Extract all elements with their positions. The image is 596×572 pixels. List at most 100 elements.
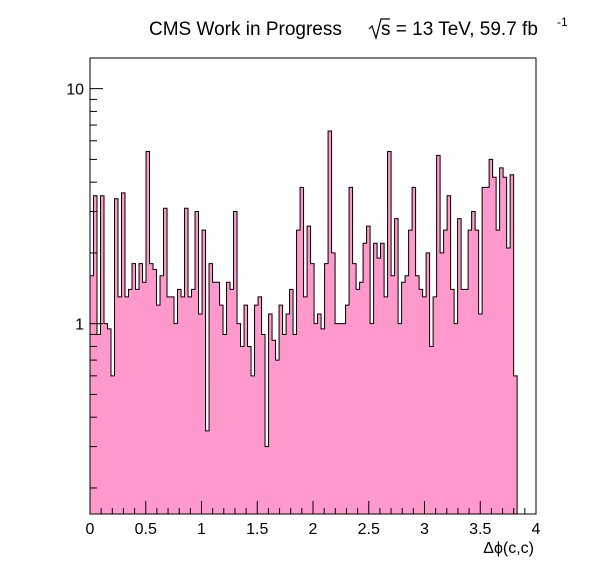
histogram-bin [212,282,217,514]
x-axis-label: Δϕ(c,c) [483,540,534,557]
histogram-bin [314,323,318,514]
y-tick-label: 10 [66,82,84,99]
histogram-bin [475,230,479,515]
histogram-bin [391,275,395,514]
x-tick-label: 3 [420,521,429,538]
histogram-bin [384,296,388,514]
histogram-bin [373,243,378,514]
histogram-bin [485,187,490,514]
histogram-bin [247,346,252,514]
histogram-bin [160,275,164,514]
histogram-bin [174,323,178,514]
x-tick-label: 1.5 [246,521,268,538]
histogram-bin [461,289,465,514]
histogram-bin [149,263,154,514]
histogram-bin [289,289,294,514]
histogram-bin [324,263,329,514]
histogram-bin [202,230,206,515]
histogram-bin [496,230,500,515]
histogram-bin [146,151,150,514]
histogram-bin [226,282,231,514]
histogram-bin [415,275,420,514]
histogram-bin [181,296,185,514]
histogram-bin [128,289,133,514]
histogram-bin [394,218,399,514]
histogram-bin [296,230,301,515]
histogram-bin [349,187,353,514]
histogram-bin [380,243,385,514]
histogram-bin [426,252,430,514]
histogram-bin [100,195,105,514]
histogram-bin [230,289,234,514]
histogram-bin [177,289,182,514]
histogram-bin [125,296,129,514]
histogram-bin [482,187,486,514]
histogram-bin [209,263,213,514]
title-energy-exponent: -1 [557,15,568,29]
histogram-bin [219,305,224,514]
histogram-bin [275,360,280,514]
histogram-bin [170,296,175,514]
histogram-bin [142,282,147,514]
histogram-bin [188,296,192,514]
histogram-bin [244,305,248,514]
histogram-bin [167,296,171,514]
histogram-bin [310,263,315,514]
histogram-bin [513,375,518,514]
x-axis: 0 0.5 1 1.5 2 2.5 3 3.5 4 [86,501,541,538]
x-tick-label: 2.5 [358,521,380,538]
histogram-bin [370,323,374,514]
histogram-bin [422,296,427,514]
histogram-bin [492,177,497,514]
histogram-bin [419,289,423,514]
histogram-bin [356,289,360,514]
histogram-bin [478,313,483,514]
histogram-bin [510,174,514,515]
histogram-bin [205,430,210,514]
histogram-bin [293,334,297,514]
histogram-bin [272,340,276,514]
x-tick-label: 1 [197,521,206,538]
histogram-bin [184,208,189,514]
histogram-bin [345,305,350,514]
histogram-bin [450,289,455,514]
histogram-bin [251,375,255,514]
sqrt-symbol-icon [368,18,390,41]
histogram-bin [331,252,336,514]
y-tick-label: 1 [75,317,84,334]
histogram-bin [233,211,238,514]
histogram-bin [240,346,245,514]
histogram-bin [93,195,98,514]
histogram-bin [412,187,416,514]
histogram-bin [121,192,126,514]
histogram-bin [359,282,364,514]
histogram-bin [447,195,451,514]
histogram-bin [223,334,227,514]
histogram-bin [387,151,392,514]
histogram-bin [328,131,332,514]
histogram-bin [254,305,259,514]
histogram-bin [111,375,115,514]
histogram-bin [135,289,140,514]
histogram-bin [321,328,325,514]
histogram-bin [352,263,357,514]
y-axis: 1 10 [66,82,103,489]
histogram-bin [503,177,507,514]
histogram-bin [118,296,122,514]
histogram-bin [265,446,269,514]
histogram-bin [132,263,136,514]
histogram-bin [342,323,346,514]
histogram-bin [286,313,290,514]
histogram-bin [433,296,437,514]
histogram-bin [153,269,157,514]
histogram-bin [436,155,441,514]
x-tick-label: 0.5 [135,521,157,538]
histogram-bin [195,211,199,514]
chart-title: CMS Work in Progress s = 13 TeV, 59.7 fb… [149,15,568,41]
histogram-bin [443,230,448,515]
histogram-bin [97,334,101,514]
title-main: CMS Work in Progress [149,19,342,40]
histogram-bin [317,313,322,514]
histogram-bin [156,305,161,514]
histogram-bin [464,289,469,514]
